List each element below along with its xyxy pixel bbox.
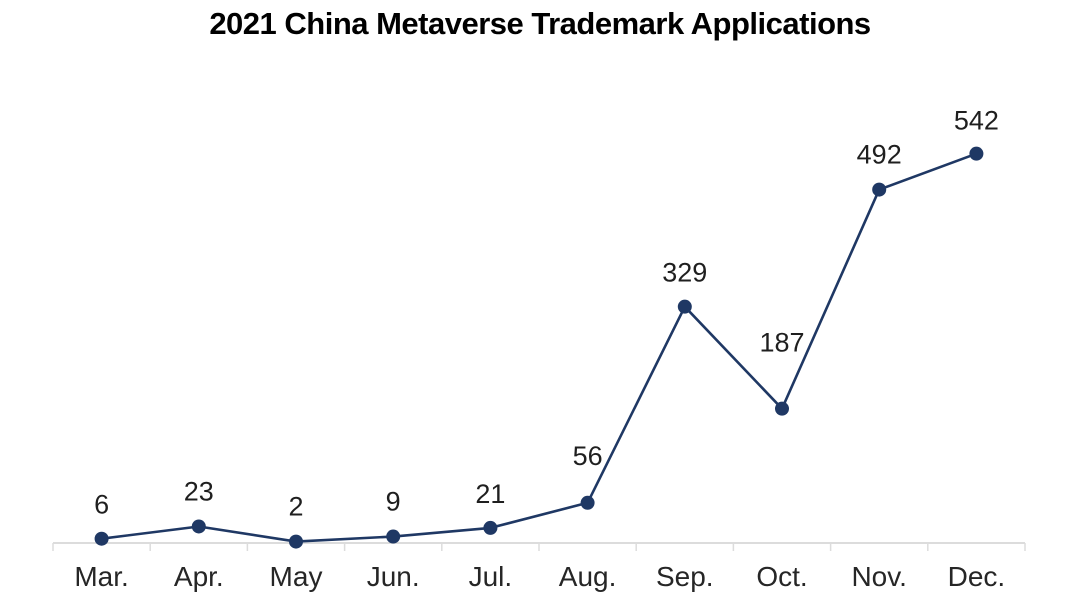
data-label: 492 <box>857 140 902 170</box>
data-point-marker <box>872 182 887 197</box>
data-label: 542 <box>954 106 999 136</box>
data-point-marker <box>94 531 109 546</box>
x-axis-label: Oct. <box>756 561 807 592</box>
x-axis-label: Jun. <box>367 561 420 592</box>
data-label: 187 <box>759 328 804 358</box>
data-point-marker <box>775 401 789 416</box>
data-point-marker <box>386 529 401 544</box>
x-axis-label: Jul. <box>469 561 513 592</box>
data-label: 6 <box>94 490 109 520</box>
data-point-marker <box>969 146 984 161</box>
x-axis-label: Mar. <box>74 561 128 592</box>
data-point-marker <box>289 534 303 549</box>
data-label: 23 <box>184 476 214 506</box>
data-label: 21 <box>475 479 505 509</box>
chart-title: 2021 China Metaverse Trademark Applicati… <box>209 6 871 41</box>
data-point-marker <box>191 519 206 534</box>
data-point-marker <box>580 495 595 510</box>
data-label: 56 <box>573 441 603 471</box>
x-axis-label: Dec. <box>948 561 1006 592</box>
x-axis-label: Apr. <box>174 561 224 592</box>
data-label: 329 <box>662 258 707 288</box>
x-axis-label: Nov. <box>851 561 907 592</box>
x-axis-label: Sep. <box>656 561 714 592</box>
series-line <box>100 152 978 543</box>
data-point-marker <box>677 299 692 314</box>
x-axis-label: May <box>270 561 323 592</box>
data-label: 2 <box>288 492 303 522</box>
data-label: 9 <box>386 487 401 517</box>
data-point-marker <box>483 520 498 535</box>
x-axis-label: Aug. <box>559 561 617 592</box>
